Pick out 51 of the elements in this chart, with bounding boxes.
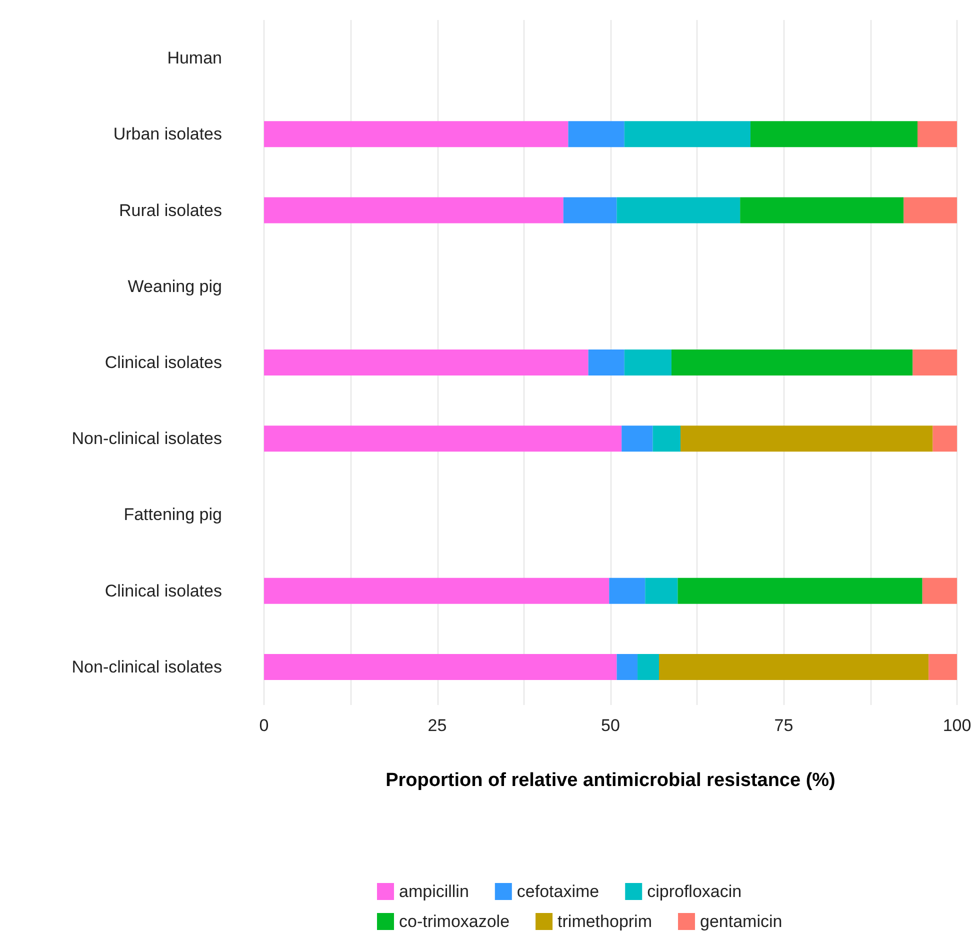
bar: [568, 121, 624, 148]
bar: [264, 197, 564, 224]
x-axis-title: Proportion of relative antimicrobial resistance (%): [386, 770, 836, 791]
bar: [750, 121, 918, 148]
y-tick-label: Non-clinical isolates: [72, 657, 222, 676]
bar: [264, 426, 622, 452]
y-tick-label: Weaning pig: [128, 276, 222, 296]
bar: [616, 654, 638, 680]
bar: [912, 350, 957, 376]
bar: [680, 426, 933, 452]
y-tick-label: Rural isolates: [119, 200, 222, 220]
bar: [678, 578, 922, 604]
y-tick-label: Human: [167, 48, 222, 68]
legend-label: ciprofloxacin: [647, 882, 742, 901]
bar: [928, 654, 957, 680]
bar: [922, 578, 957, 604]
bar: [659, 654, 929, 680]
bar: [671, 350, 913, 376]
y-tick-label: Clinical isolates: [104, 353, 222, 372]
bar: [264, 654, 617, 680]
legend-label: gentamicin: [700, 912, 782, 931]
bar: [609, 578, 646, 604]
x-tick-label: 25: [428, 716, 447, 735]
legend-label: ampicillin: [399, 882, 469, 901]
bar: [264, 350, 588, 376]
bar: [563, 197, 617, 224]
bar: [645, 578, 678, 604]
bar: [624, 121, 750, 148]
y-tick-label: Urban isolates: [113, 124, 222, 144]
bar: [264, 121, 568, 148]
bar: [740, 197, 904, 224]
bar: [638, 654, 660, 680]
legend-label: trimethoprim: [558, 912, 652, 931]
bar: [624, 350, 672, 376]
bar: [904, 197, 957, 224]
bar: [616, 197, 740, 224]
x-tick-label: 50: [601, 716, 620, 735]
bar: [622, 426, 653, 452]
bar: [652, 426, 680, 452]
bar: [932, 426, 957, 452]
bar: [918, 121, 957, 148]
y-tick-label: Non-clinical isolates: [72, 429, 222, 448]
legend-label: co-trimoxazole: [399, 912, 510, 931]
x-tick-label: 0: [259, 716, 269, 735]
x-tick-label: 75: [774, 716, 794, 735]
bar: [588, 350, 624, 376]
x-tick-label: 100: [942, 716, 972, 735]
y-tick-label: Fattening pig: [124, 505, 222, 524]
y-tick-label: Clinical isolates: [104, 581, 222, 600]
bar: [264, 578, 610, 604]
legend-label: cefotaxime: [516, 882, 600, 901]
